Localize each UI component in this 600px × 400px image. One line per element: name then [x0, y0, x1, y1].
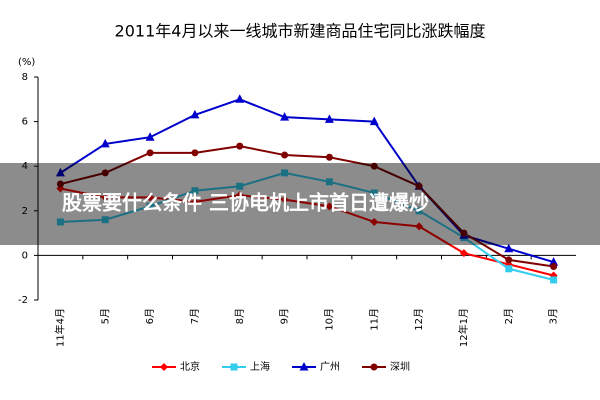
- legend-label: 深圳: [390, 361, 410, 373]
- marker: [190, 109, 200, 119]
- marker: [550, 263, 558, 271]
- marker: [146, 149, 154, 157]
- marker: [325, 178, 333, 186]
- x-tick-label: 2月: [503, 308, 515, 324]
- marker: [325, 153, 333, 161]
- marker: [415, 222, 424, 231]
- x-tick-label: 9月: [279, 308, 291, 324]
- marker: [55, 167, 65, 177]
- x-tick-label: 5月: [99, 308, 111, 324]
- marker: [101, 193, 110, 202]
- marker: [550, 276, 558, 284]
- marker: [190, 197, 199, 206]
- marker: [325, 202, 334, 211]
- marker: [415, 182, 423, 190]
- banner-text: 股票要什么条件 三协电机上市首日遭爆炒: [62, 191, 429, 215]
- marker: [504, 243, 514, 253]
- x-tick-label: 12年1月: [457, 308, 470, 347]
- marker: [236, 182, 244, 190]
- marker: [299, 362, 309, 371]
- marker: [281, 169, 289, 177]
- marker: [146, 202, 154, 210]
- marker: [145, 132, 155, 141]
- marker: [56, 218, 64, 226]
- series-line: [60, 145, 554, 268]
- marker: [235, 191, 244, 200]
- series-line: [60, 171, 554, 281]
- y-tick-label: 6: [22, 117, 28, 128]
- banner-background: [0, 163, 600, 245]
- marker: [100, 138, 110, 148]
- marker: [415, 207, 423, 215]
- marker: [160, 363, 168, 371]
- y-tick-label: 4: [22, 161, 28, 172]
- marker: [370, 217, 379, 226]
- y-axis-label: (%): [18, 57, 35, 68]
- x-tick-label: 6月: [144, 308, 156, 324]
- x-tick-label: 7月: [189, 308, 201, 324]
- marker: [460, 229, 468, 237]
- marker: [235, 94, 245, 103]
- marker: [370, 189, 378, 197]
- marker: [324, 114, 334, 123]
- marker: [370, 363, 378, 371]
- chart-title: 2011年4月以来一线城市新建商品住宅同比涨跌幅度: [115, 22, 486, 41]
- y-tick-label: 8: [22, 72, 28, 83]
- x-tick-label: 11年4月: [53, 308, 66, 347]
- marker: [281, 151, 289, 159]
- x-tick-label: 3月: [548, 308, 560, 324]
- marker: [505, 265, 513, 273]
- marker: [549, 257, 559, 266]
- marker: [369, 116, 379, 126]
- legend-label: 广州: [320, 361, 340, 373]
- y-tick-label: 0: [22, 250, 28, 261]
- marker: [101, 216, 109, 224]
- marker: [56, 180, 64, 188]
- x-tick-label: 11月: [368, 308, 380, 331]
- marker: [146, 193, 155, 202]
- marker: [230, 363, 238, 371]
- legend-label: 上海: [250, 360, 270, 373]
- x-tick-label: 8月: [234, 308, 246, 324]
- y-tick-label: -2: [18, 295, 28, 306]
- marker: [280, 195, 289, 204]
- marker: [459, 249, 468, 258]
- x-tick-label: 10月: [323, 308, 335, 331]
- marker: [191, 149, 199, 157]
- marker: [280, 112, 290, 121]
- marker: [505, 256, 513, 264]
- legend-label: 北京: [180, 360, 200, 373]
- x-tick-label: 12月: [413, 308, 425, 331]
- series-line: [60, 187, 554, 277]
- marker: [236, 142, 244, 150]
- marker: [191, 187, 199, 195]
- marker: [101, 169, 109, 177]
- y-tick-label: 2: [22, 206, 28, 217]
- marker: [370, 162, 378, 170]
